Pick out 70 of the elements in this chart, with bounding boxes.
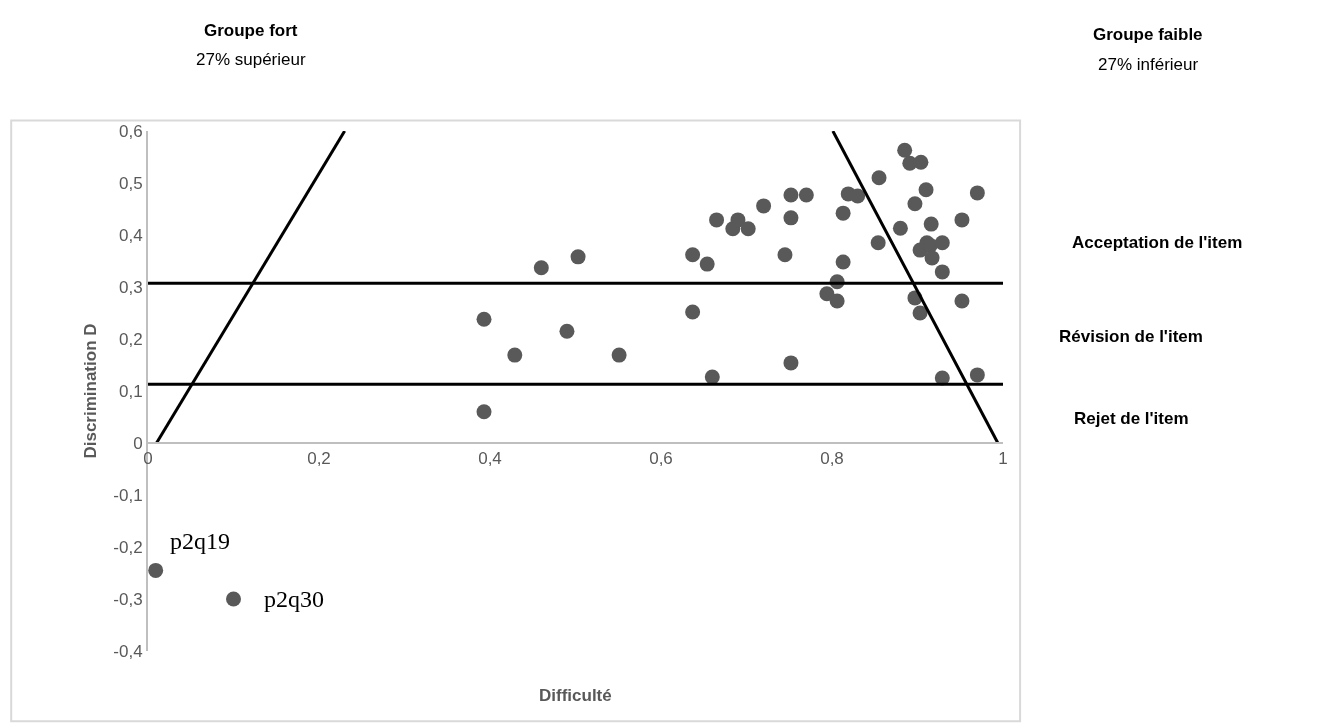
y-tick-label: -0,3 bbox=[113, 589, 143, 609]
y-tick-label: -0,4 bbox=[113, 641, 143, 661]
point bbox=[918, 182, 934, 198]
point bbox=[892, 220, 908, 236]
point bbox=[829, 293, 845, 309]
text: 27% supérieur bbox=[196, 50, 306, 69]
y-tick-label: -0,1 bbox=[113, 485, 143, 505]
point bbox=[835, 205, 851, 221]
text: Révision de l'item bbox=[1059, 327, 1203, 346]
x-tick-label: 0,2 bbox=[307, 449, 331, 469]
point bbox=[783, 187, 799, 203]
y-tick-label: 0,1 bbox=[118, 381, 143, 401]
point bbox=[148, 562, 164, 578]
x-axis-title: Difficulté bbox=[539, 686, 612, 705]
point bbox=[819, 286, 835, 302]
y-axis-title: Discrimination D bbox=[81, 323, 101, 459]
point bbox=[570, 249, 586, 265]
y-tick-label: 0,4 bbox=[118, 225, 143, 245]
y-tick-label: 0 bbox=[133, 433, 143, 453]
point bbox=[226, 591, 241, 607]
text: Rejet de l'item bbox=[1074, 409, 1189, 428]
point bbox=[709, 212, 725, 228]
y-tick-label: 0,5 bbox=[118, 173, 143, 193]
point bbox=[923, 216, 939, 232]
point bbox=[954, 212, 970, 228]
point bbox=[685, 304, 701, 320]
point bbox=[756, 198, 772, 214]
point bbox=[913, 154, 929, 170]
point bbox=[835, 254, 851, 270]
point bbox=[777, 247, 793, 263]
point bbox=[870, 235, 886, 251]
point bbox=[954, 293, 970, 309]
point bbox=[783, 355, 799, 371]
point bbox=[740, 221, 756, 237]
point bbox=[969, 367, 985, 383]
y-tick-label: 0,2 bbox=[118, 329, 143, 349]
point bbox=[798, 187, 814, 203]
point bbox=[934, 235, 950, 251]
point bbox=[897, 142, 913, 158]
point bbox=[611, 347, 627, 363]
point bbox=[924, 250, 940, 266]
point bbox=[559, 323, 575, 339]
point bbox=[704, 369, 720, 385]
point bbox=[850, 188, 866, 204]
point bbox=[934, 264, 950, 280]
x-tick-label: 0,4 bbox=[478, 449, 502, 469]
point bbox=[533, 260, 549, 276]
annotation: p2q30 bbox=[264, 586, 324, 612]
point bbox=[507, 347, 523, 363]
point bbox=[969, 185, 985, 201]
point bbox=[685, 247, 701, 263]
text: Acceptation de l'item bbox=[1072, 233, 1243, 252]
point bbox=[912, 305, 928, 321]
point bbox=[783, 210, 799, 226]
y-tick-label: -0,2 bbox=[113, 537, 143, 557]
y-tick-label: 0,3 bbox=[118, 277, 143, 297]
text: 27% inférieur bbox=[1098, 55, 1199, 74]
point bbox=[476, 311, 492, 327]
x-tick-label: 1 bbox=[998, 449, 1008, 469]
point bbox=[476, 404, 492, 420]
annotation: p2q19 bbox=[170, 528, 230, 554]
point bbox=[699, 256, 715, 272]
x-tick-label: 0,6 bbox=[649, 449, 673, 469]
point bbox=[871, 170, 887, 186]
text: Groupe faible bbox=[1093, 25, 1203, 44]
point bbox=[730, 212, 746, 228]
x-tick-label: 0,8 bbox=[820, 449, 844, 469]
text: Groupe fort bbox=[204, 21, 298, 40]
y-tick-label: 0,6 bbox=[118, 121, 143, 141]
point bbox=[907, 196, 923, 212]
